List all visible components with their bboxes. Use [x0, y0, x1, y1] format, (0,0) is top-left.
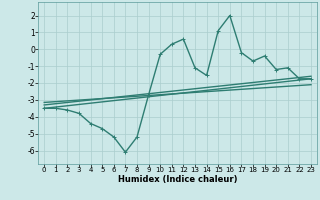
X-axis label: Humidex (Indice chaleur): Humidex (Indice chaleur) [118, 175, 237, 184]
